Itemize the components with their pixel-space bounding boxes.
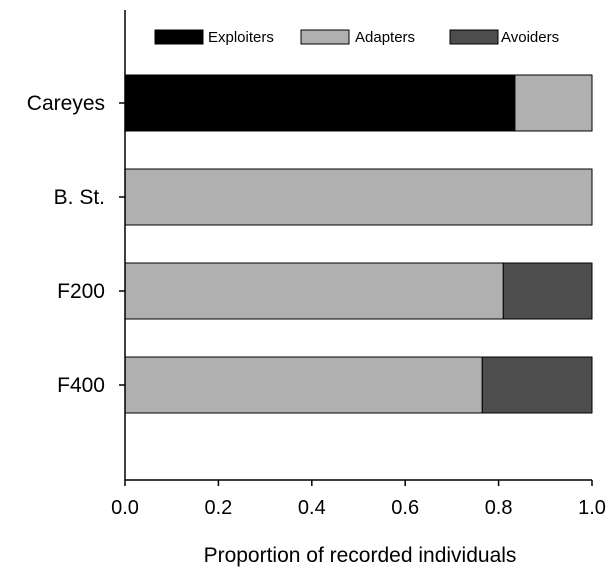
- bars-group: [124, 74, 593, 414]
- bar-avoiders-2: [502, 262, 593, 320]
- x-tick-label: 0.2: [204, 497, 232, 519]
- bar-adapters-1: [124, 168, 593, 226]
- legend-label-avoiders: Avoiders: [501, 29, 559, 46]
- legend: Exploiters Adapters Avoiders: [154, 29, 559, 46]
- x-tick-label: 0.4: [298, 497, 326, 519]
- bar-adapters-2: [124, 262, 504, 320]
- x-tick-label: 1.0: [578, 497, 606, 519]
- x-tick-label: 0.6: [391, 497, 419, 519]
- bar-adapters-3: [124, 356, 483, 414]
- bar-avoiders-3: [481, 356, 593, 414]
- legend-label-exploiters: Exploiters: [208, 29, 274, 46]
- category-label: F400: [57, 374, 105, 397]
- bar-adapters-0: [514, 74, 593, 132]
- category-label: Careyes: [27, 92, 105, 115]
- legend-label-adapters: Adapters: [355, 29, 415, 46]
- category-label: F200: [57, 280, 105, 303]
- category-label: B. St.: [54, 186, 105, 209]
- x-tick-label: 0.0: [111, 497, 139, 519]
- bar-exploiters-0: [124, 74, 516, 132]
- axes-group: Careyes B. St. F200 F400 0.0 0.2 0.4 0.6 0.8 1.0: [27, 10, 606, 519]
- legend-swatch-exploiters: [154, 29, 204, 45]
- x-tick-label: 0.8: [485, 497, 513, 519]
- legend-swatch-adapters: [300, 29, 350, 45]
- x-axis-title: Proportion of recorded individuals: [204, 544, 517, 567]
- legend-swatch-avoiders: [449, 29, 499, 45]
